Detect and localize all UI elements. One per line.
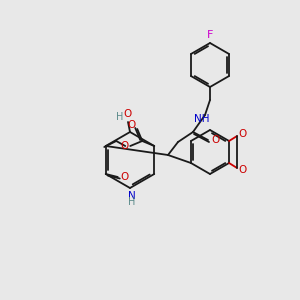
- Text: O: O: [127, 120, 135, 130]
- Text: O: O: [238, 129, 246, 139]
- Text: O: O: [123, 109, 131, 119]
- Text: O: O: [121, 172, 129, 182]
- Text: H: H: [128, 197, 136, 207]
- Text: H: H: [116, 112, 124, 122]
- Text: N: N: [128, 191, 136, 201]
- Text: F: F: [207, 30, 213, 40]
- Text: O: O: [238, 165, 246, 175]
- Text: O: O: [212, 135, 220, 145]
- Text: NH: NH: [194, 114, 210, 124]
- Text: O: O: [120, 141, 128, 151]
